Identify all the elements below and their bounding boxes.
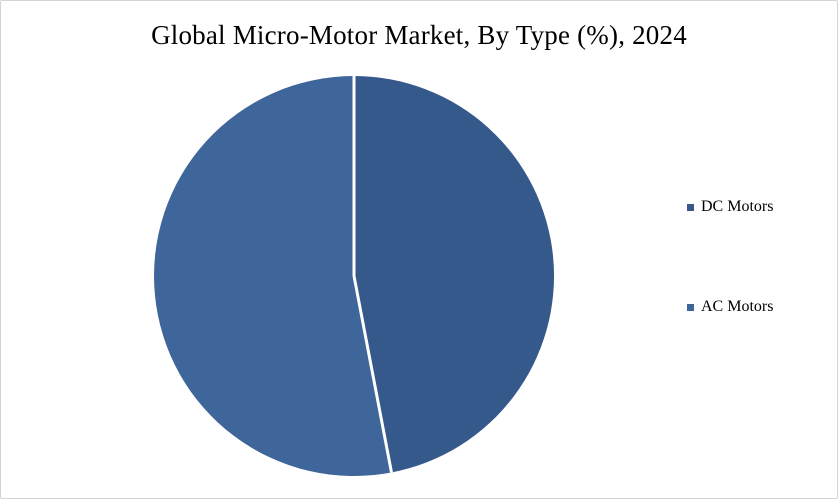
pie-slice-dc-motors <box>354 76 555 473</box>
legend-item-ac-motors: AC Motors <box>687 298 773 316</box>
pie-slice-divider <box>352 275 393 473</box>
legend-item-dc-motors: DC Motors <box>687 198 773 216</box>
pie-slice-ac-motors <box>154 76 392 476</box>
legend-swatch-dc-motors-icon <box>687 203 694 211</box>
chart-title: Global Micro-Motor Market, By Type (%), … <box>151 20 687 50</box>
legend-label-ac-motors: AC Motors <box>701 298 774 315</box>
legend-label-dc-motors: DC Motors <box>701 198 774 215</box>
legend-swatch-ac-motors-icon <box>687 303 694 311</box>
